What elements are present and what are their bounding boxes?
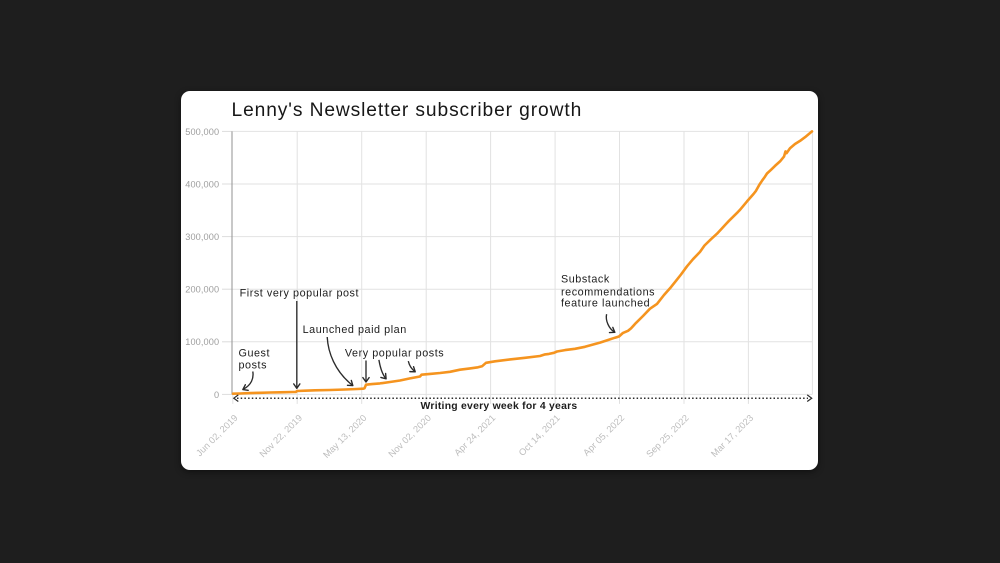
svg-text:Lenny's Newsletter subscriber: Lenny's Newsletter subscriber growth — [232, 100, 583, 121]
svg-text:First very popular post: First very popular post — [240, 287, 359, 299]
svg-text:400,000: 400,000 — [185, 179, 219, 189]
svg-text:Jun 02, 2019: Jun 02, 2019 — [194, 413, 240, 459]
svg-text:recommendations: recommendations — [561, 287, 655, 299]
svg-text:Sep 25, 2022: Sep 25, 2022 — [644, 413, 691, 460]
svg-text:Nov 02, 2020: Nov 02, 2020 — [387, 413, 434, 460]
svg-text:Oct 14, 2021: Oct 14, 2021 — [517, 413, 562, 458]
svg-text:Nov 22, 2019: Nov 22, 2019 — [258, 413, 305, 460]
svg-text:Apr 05, 2022: Apr 05, 2022 — [581, 413, 626, 458]
svg-text:100,000: 100,000 — [185, 337, 219, 347]
svg-text:0: 0 — [214, 390, 219, 400]
svg-text:Writing every week for 4 years: Writing every week for 4 years — [421, 401, 578, 412]
svg-text:Very popular posts: Very popular posts — [345, 347, 444, 359]
svg-text:200,000: 200,000 — [185, 285, 219, 295]
svg-text:500,000: 500,000 — [185, 127, 219, 137]
svg-text:posts: posts — [239, 359, 268, 371]
svg-text:Launched paid plan: Launched paid plan — [303, 324, 407, 336]
svg-text:300,000: 300,000 — [185, 232, 219, 242]
svg-text:Guest: Guest — [239, 348, 271, 360]
svg-text:Apr 24, 2021: Apr 24, 2021 — [452, 413, 497, 458]
svg-text:feature launched: feature launched — [561, 298, 650, 310]
svg-text:Substack: Substack — [561, 274, 610, 286]
svg-text:Mar 17, 2023: Mar 17, 2023 — [709, 413, 755, 459]
svg-text:May 13, 2020: May 13, 2020 — [321, 413, 368, 460]
